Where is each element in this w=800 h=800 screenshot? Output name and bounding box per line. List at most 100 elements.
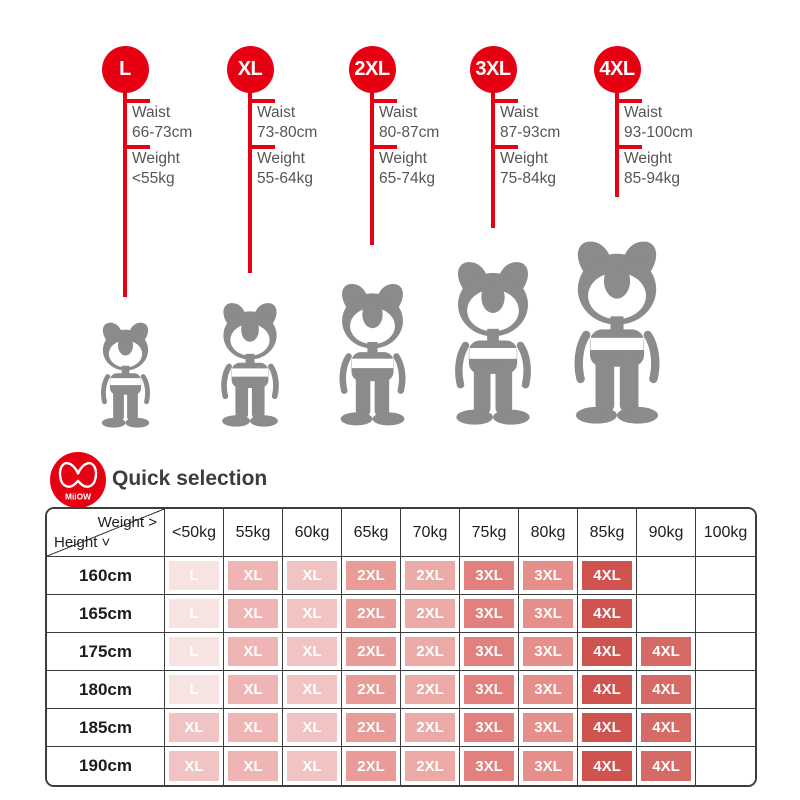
mascot-4xl-icon bbox=[561, 237, 673, 433]
size-chip: 2XL bbox=[405, 675, 455, 704]
size-cell-190cm-65kg: 2XL bbox=[342, 747, 401, 785]
size-chip: 3XL bbox=[464, 561, 514, 590]
size-chip: 3XL bbox=[523, 713, 573, 742]
size-chip: 2XL bbox=[405, 713, 455, 742]
size-chip: 4XL bbox=[641, 713, 691, 742]
measure-tick bbox=[370, 145, 397, 149]
cat-face-icon bbox=[58, 461, 98, 488]
table-corner-cell: Weight > Height ˅ bbox=[47, 509, 165, 557]
weight-measure: Weight 85-94kg bbox=[624, 149, 680, 189]
size-chip: 2XL bbox=[346, 637, 396, 666]
size-chip: 2XL bbox=[405, 599, 455, 628]
waist-value: 87-93cm bbox=[500, 124, 561, 141]
col-weight-label: 55kg bbox=[224, 509, 283, 557]
size-chip: 2XL bbox=[405, 561, 455, 590]
weight-value: 85-94kg bbox=[624, 170, 681, 187]
size-cell-185cm-<50kg: XL bbox=[165, 709, 224, 747]
size-chip: XL bbox=[228, 713, 278, 742]
size-cell-165cm-85kg: 4XL bbox=[578, 595, 637, 633]
measure-tick bbox=[615, 99, 642, 103]
size-cell-175cm-80kg: 3XL bbox=[519, 633, 578, 671]
col-weight-label: 65kg bbox=[342, 509, 401, 557]
size-cell-190cm-70kg: 2XL bbox=[401, 747, 460, 785]
size-cell-185cm-85kg: 4XL bbox=[578, 709, 637, 747]
waist-label: Waist bbox=[132, 104, 171, 121]
waist-measure: Waist 80-87cm bbox=[379, 103, 439, 143]
size-chip: XL bbox=[287, 675, 337, 704]
measure-tick bbox=[491, 99, 518, 103]
row-height-label: 160cm bbox=[47, 557, 165, 595]
size-cell-165cm-100kg bbox=[696, 595, 755, 633]
size-chip: XL bbox=[228, 599, 278, 628]
size-badge-3xl: 3XL bbox=[469, 46, 517, 93]
logo-text: MiiOW bbox=[65, 492, 91, 502]
size-chip: 2XL bbox=[346, 561, 396, 590]
size-cell-180cm-75kg: 3XL bbox=[460, 671, 519, 709]
waist-label: Waist bbox=[379, 104, 418, 121]
size-cell-180cm-55kg: XL bbox=[224, 671, 283, 709]
size-cell-180cm-65kg: 2XL bbox=[342, 671, 401, 709]
size-cell-175cm-85kg: 4XL bbox=[578, 633, 637, 671]
size-chip: 3XL bbox=[523, 561, 573, 590]
size-cell-165cm-55kg: XL bbox=[224, 595, 283, 633]
size-chip: 2XL bbox=[346, 599, 396, 628]
size-cell-185cm-65kg: 2XL bbox=[342, 709, 401, 747]
size-chip: 3XL bbox=[464, 637, 514, 666]
row-height-label: 190cm bbox=[47, 747, 165, 785]
measure-tick bbox=[370, 99, 397, 103]
size-cell-185cm-100kg bbox=[696, 709, 755, 747]
size-cell-185cm-60kg: XL bbox=[283, 709, 342, 747]
row-height-label: 175cm bbox=[47, 633, 165, 671]
size-cell-185cm-90kg: 4XL bbox=[637, 709, 696, 747]
row-height-label: 180cm bbox=[47, 671, 165, 709]
size-chip: 2XL bbox=[405, 637, 455, 666]
size-cell-160cm-75kg: 3XL bbox=[460, 557, 519, 595]
size-cell-165cm-75kg: 3XL bbox=[460, 595, 519, 633]
waist-value: 66-73cm bbox=[132, 124, 193, 141]
waist-label: Waist bbox=[500, 104, 539, 121]
corner-height-label: Height ˅ bbox=[54, 534, 111, 551]
size-cell-190cm-85kg: 4XL bbox=[578, 747, 637, 785]
size-cell-175cm-65kg: 2XL bbox=[342, 633, 401, 671]
col-weight-label: 85kg bbox=[578, 509, 637, 557]
size-cell-190cm-55kg: XL bbox=[224, 747, 283, 785]
size-pointer-line bbox=[370, 91, 374, 245]
col-weight-label: 60kg bbox=[283, 509, 342, 557]
size-cell-175cm-100kg bbox=[696, 633, 755, 671]
size-cell-160cm-60kg: XL bbox=[283, 557, 342, 595]
size-cell-190cm-100kg bbox=[696, 747, 755, 785]
waist-measure: Waist 93-100cm bbox=[624, 103, 693, 143]
size-cell-160cm-100kg bbox=[696, 557, 755, 595]
weight-measure: Weight 75-84kg bbox=[500, 149, 556, 189]
size-cell-185cm-75kg: 3XL bbox=[460, 709, 519, 747]
waist-value: 80-87cm bbox=[379, 124, 440, 141]
size-cell-160cm-55kg: XL bbox=[224, 557, 283, 595]
size-cell-160cm-70kg: 2XL bbox=[401, 557, 460, 595]
size-cell-175cm-75kg: 3XL bbox=[460, 633, 519, 671]
size-chip: XL bbox=[287, 561, 337, 590]
size-chip: L bbox=[169, 561, 219, 590]
size-cell-175cm-60kg: XL bbox=[283, 633, 342, 671]
size-chip: 4XL bbox=[641, 637, 691, 666]
col-weight-label: 80kg bbox=[519, 509, 578, 557]
measure-tick bbox=[123, 99, 150, 103]
size-cell-190cm-80kg: 3XL bbox=[519, 747, 578, 785]
col-weight-label: 100kg bbox=[696, 509, 755, 557]
measure-tick bbox=[491, 145, 518, 149]
size-cell-190cm-60kg: XL bbox=[283, 747, 342, 785]
size-chip: 3XL bbox=[464, 713, 514, 742]
size-chip: 2XL bbox=[346, 713, 396, 742]
waist-measure: Waist 66-73cm bbox=[132, 103, 192, 143]
size-cell-160cm-80kg: 3XL bbox=[519, 557, 578, 595]
weight-label: Weight bbox=[500, 150, 548, 167]
size-pointer-line bbox=[491, 91, 495, 228]
weight-value: 75-84kg bbox=[500, 170, 557, 187]
size-cell-160cm-<50kg: L bbox=[165, 557, 224, 595]
size-chip: 3XL bbox=[464, 751, 514, 781]
measure-tick bbox=[615, 145, 642, 149]
col-weight-label: 75kg bbox=[460, 509, 519, 557]
size-cell-175cm-<50kg: L bbox=[165, 633, 224, 671]
size-cell-175cm-55kg: XL bbox=[224, 633, 283, 671]
size-cell-180cm-90kg: 4XL bbox=[637, 671, 696, 709]
size-chip: 2XL bbox=[405, 751, 455, 781]
